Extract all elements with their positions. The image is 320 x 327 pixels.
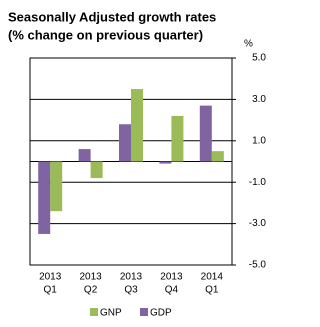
bar (119, 124, 131, 162)
chart: Seasonally Adjusted growth rates (% chan… (8, 9, 267, 319)
bar (171, 115, 184, 162)
legend-swatch (140, 308, 148, 316)
bar (159, 161, 172, 164)
y-axis-label: % (244, 39, 253, 50)
bar (78, 149, 91, 162)
x-tick-label: Q2 (84, 285, 98, 296)
bar (131, 89, 143, 162)
y-tick-label: 5.0 (252, 53, 266, 64)
x-tick-label: 2013 (39, 272, 62, 283)
x-tick-label: 2013 (120, 272, 143, 283)
bar (90, 161, 103, 179)
bar (38, 161, 51, 234)
y-tick-label: -5.0 (249, 260, 267, 271)
x-tick-label: Q4 (165, 285, 179, 296)
x-tick-label: 2014 (201, 272, 224, 283)
y-tick-label: 1.0 (252, 135, 266, 146)
x-tick-label: 2013 (79, 272, 102, 283)
x-tick-label: Q1 (44, 285, 58, 296)
legend-label: GNP (100, 308, 122, 319)
chart-subtitle: (% change on previous quarter) (8, 27, 203, 42)
legend-swatch (90, 308, 98, 316)
y-tick-label: -3.0 (249, 218, 267, 229)
bar (211, 151, 224, 162)
legend-label: GDP (150, 308, 172, 319)
y-tick-label: 3.0 (252, 94, 266, 105)
x-tick-label: 2013 (160, 272, 183, 283)
chart-title: Seasonally Adjusted growth rates (8, 9, 216, 24)
x-tick-label: Q3 (124, 285, 138, 296)
bar (199, 105, 212, 162)
bar (50, 161, 63, 212)
x-tick-label: Q1 (205, 285, 219, 296)
y-tick-label: -1.0 (249, 177, 267, 188)
